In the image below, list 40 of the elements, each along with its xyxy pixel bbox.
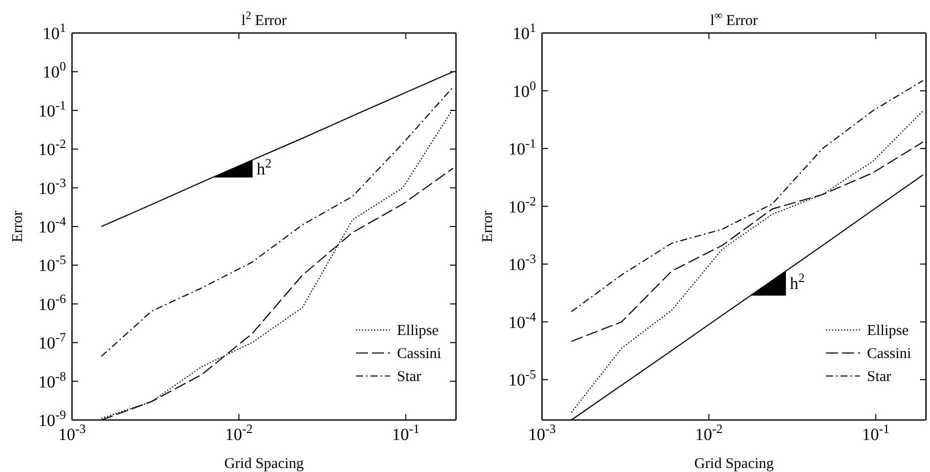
line-series [100, 86, 454, 357]
x-axis-title: Grid Spacing [694, 456, 774, 472]
y-tick-label: 10$^{-6}$ [38, 292, 66, 314]
y-tick-label: 10$^{1}$ [512, 21, 536, 43]
y-tick-label: 10$^{-1}$ [38, 98, 66, 120]
y-tick-label: 10$^{0}$ [512, 78, 536, 101]
x-tick-label: 10$^{-3}$ [528, 422, 556, 444]
y-tick-label: 10$^{-2}$ [508, 194, 536, 216]
line-series [570, 80, 924, 312]
x-axis-title: Grid Spacing [224, 456, 304, 472]
line-series [570, 110, 924, 414]
legend-label: Cassini [397, 346, 442, 362]
y-tick-label: 10$^{-3}$ [508, 252, 536, 274]
annotation: h$^{2}$ [256, 156, 272, 179]
legend-label: Star [867, 369, 892, 385]
y-axis-title: Error [480, 210, 496, 242]
x-tick-label: 10$^{-1}$ [862, 422, 890, 444]
legend-label: Star [397, 369, 422, 385]
y-tick-label: 10$^{-7}$ [38, 330, 66, 353]
y-tick-label: 10$^{-4}$ [38, 214, 67, 236]
x-tick-label: 10$^{-1}$ [392, 422, 420, 444]
annotation: h$^{2}$ [790, 271, 805, 294]
y-tick-label: 10$^{-3}$ [38, 176, 66, 198]
legend-label: Ellipse [867, 323, 909, 339]
y-tick-label: 10$^{-1}$ [508, 136, 536, 159]
line-series [100, 71, 454, 228]
y-tick-label: 10$^{0}$ [42, 60, 66, 82]
y-tick-label: 10$^{-5}$ [508, 368, 536, 390]
y-tick-label: 10$^{-4}$ [508, 310, 537, 332]
legend-label: Ellipse [397, 323, 439, 339]
y-tick-label: 10$^{-2}$ [38, 137, 66, 160]
chart-title: l$^{2}$ Error [241, 10, 287, 29]
y-tick-label: 10$^{1}$ [42, 21, 66, 43]
y-tick-label: 10$^{-5}$ [38, 253, 66, 276]
legend-label: Cassini [867, 346, 912, 362]
chart-title: l$^{∞}$ Error [710, 10, 758, 29]
y-tick-label: 10$^{-8}$ [38, 369, 66, 392]
x-tick-label: 10$^{-2}$ [695, 422, 723, 444]
x-tick-label: 10$^{-2}$ [225, 422, 253, 444]
y-axis-title: Error [10, 210, 26, 242]
